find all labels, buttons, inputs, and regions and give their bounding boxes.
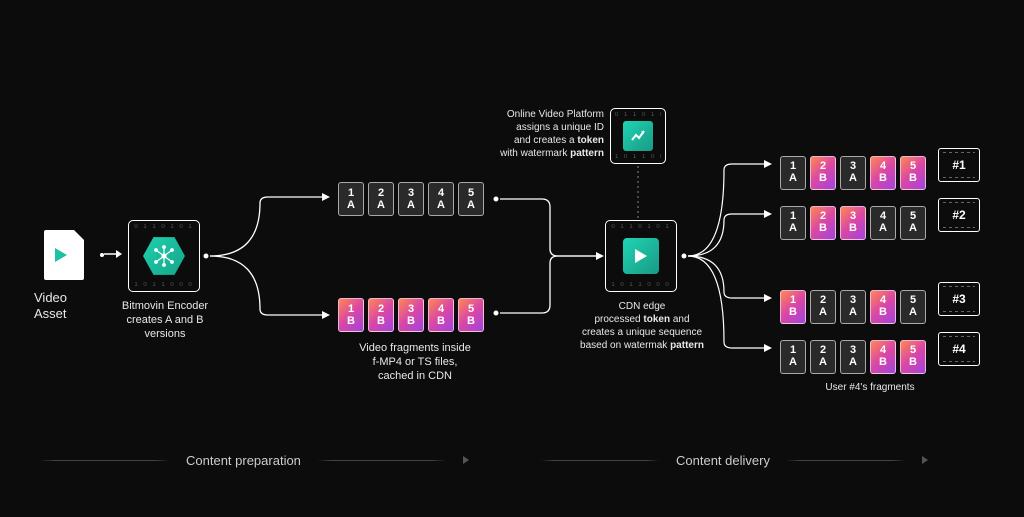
fragment: 2B (810, 206, 836, 240)
cdn-caption: CDN edgeprocessed token andcreates a uni… (572, 300, 712, 352)
user-id-box: #4 (938, 332, 980, 366)
fragment: 4B (428, 298, 454, 332)
fragment: 2A (810, 340, 836, 374)
fragments-row-b: 1B2B3B4B5B (338, 298, 488, 332)
fragment: 3A (398, 182, 424, 216)
fragment: 5B (900, 156, 926, 190)
user-row: 1A2B3A4B5B #1 (780, 148, 980, 190)
chart-icon (623, 121, 653, 151)
phase-right: Content delivery (540, 450, 990, 470)
fragment: 3B (398, 298, 424, 332)
fragment: 2B (810, 156, 836, 190)
hex-icon (143, 235, 185, 277)
fragment: 4A (870, 206, 896, 240)
fragment: 2B (368, 298, 394, 332)
fragment: 5A (458, 182, 484, 216)
ovp-caption: Online Video Platformassigns a unique ID… (476, 108, 604, 160)
fragment: 5A (900, 290, 926, 324)
fragments-caption: Video fragments insidef-MP4 or TS files,… (340, 342, 490, 383)
ovp-box (610, 108, 666, 164)
fragment: 1A (780, 206, 806, 240)
fragment: 3A (840, 290, 866, 324)
fragment: 1B (338, 298, 364, 332)
fragment: 1A (780, 340, 806, 374)
user-id-box: #1 (938, 148, 980, 182)
phase-left-label: Content preparation (186, 453, 301, 468)
play-icon (623, 238, 659, 274)
fragment: 4B (870, 290, 896, 324)
fragment: 5B (900, 340, 926, 374)
fragment: 5B (458, 298, 484, 332)
encoder-box (128, 220, 200, 292)
fragment: 5A (900, 206, 926, 240)
fragment: 2A (368, 182, 394, 216)
fragment: 4A (428, 182, 454, 216)
users-caption: User #4's fragments (800, 382, 940, 395)
fragment: 1B (780, 290, 806, 324)
user-id-box: #2 (938, 198, 980, 232)
phase-right-label: Content delivery (676, 453, 770, 468)
user-row: 1A2A3A4B5B #4 (780, 332, 980, 374)
phase-left: Content preparation (40, 450, 500, 470)
cdn-box (605, 220, 677, 292)
fragment: 3B (840, 206, 866, 240)
fragment: 3A (840, 156, 866, 190)
fragments-row-a: 1A2A3A4A5A (338, 182, 488, 216)
user-row: 1A2B3B4A5A #2 (780, 198, 980, 240)
asset-label: VideoAsset (34, 290, 94, 323)
fragment: 1A (338, 182, 364, 216)
fragment: 1A (780, 156, 806, 190)
encoder-caption: Bitmovin Encodercreates A and Bversions (118, 300, 212, 341)
video-asset (44, 230, 90, 280)
file-icon (44, 230, 84, 280)
fragment: 2A (810, 290, 836, 324)
fragment: 4B (870, 156, 896, 190)
user-id-box: #3 (938, 282, 980, 316)
fragment: 4B (870, 340, 896, 374)
fragment: 3A (840, 340, 866, 374)
user-row: 1B2A3A4B5A #3 (780, 282, 980, 324)
